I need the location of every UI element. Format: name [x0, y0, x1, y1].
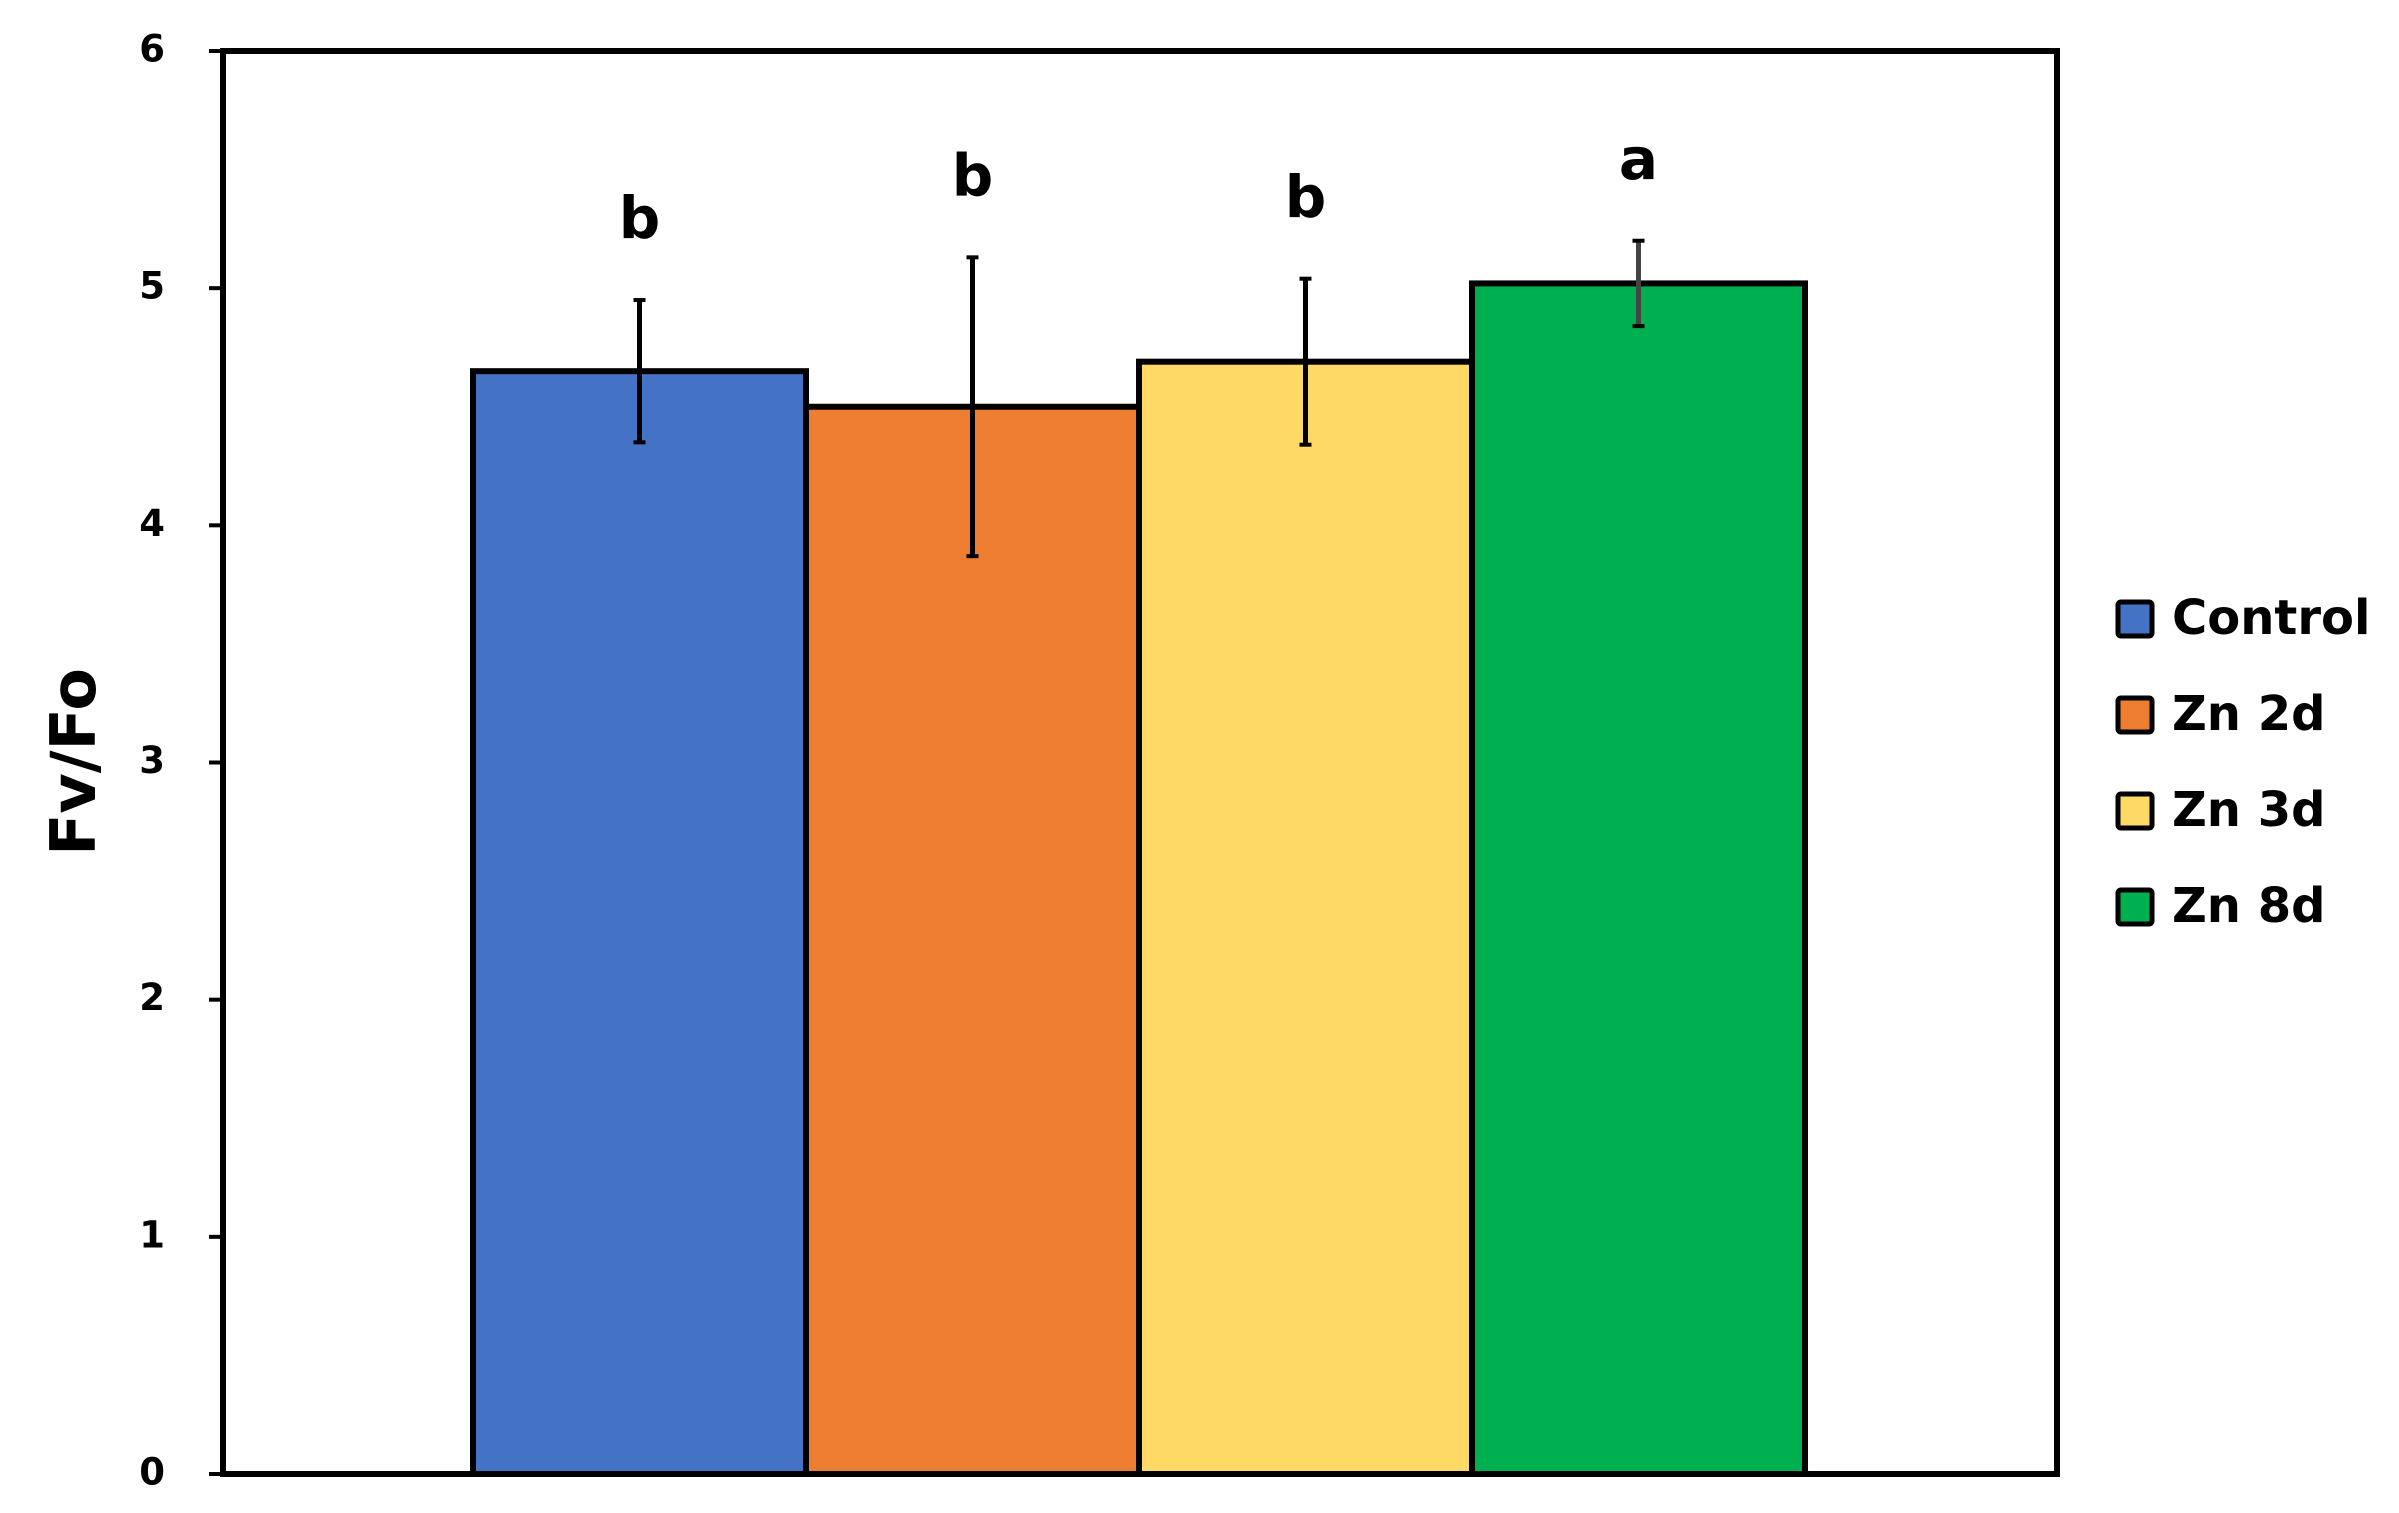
legend-label: Zn 2d [2172, 686, 2325, 742]
legend-label: Zn 8d [2172, 878, 2325, 934]
bar [1136, 358, 1475, 1477]
legend-swatch [2115, 599, 2155, 639]
legend-swatch [2115, 791, 2155, 831]
bar [803, 403, 1142, 1477]
legend-swatch [2115, 695, 2155, 735]
y-tick-label: 6 [139, 28, 165, 71]
y-tick-label: 0 [139, 1451, 165, 1494]
y-tick-label: 2 [139, 976, 165, 1019]
legend-swatch [2115, 887, 2155, 927]
y-tick-label: 4 [139, 502, 165, 545]
y-tick-label: 5 [139, 265, 165, 308]
significance-letter: b [619, 184, 661, 252]
significance-letter: b [952, 141, 994, 209]
y-axis-label: Fv/Fo [37, 668, 110, 856]
bar [470, 368, 809, 1477]
significance-letter: b [1285, 163, 1327, 231]
legend-label: Control [2172, 590, 2370, 646]
y-tick-label: 3 [139, 739, 165, 782]
y-tick-label: 1 [139, 1213, 165, 1256]
significance-letter: a [1619, 125, 1658, 193]
bar [1469, 280, 1808, 1477]
legend-label: Zn 3d [2172, 782, 2325, 838]
